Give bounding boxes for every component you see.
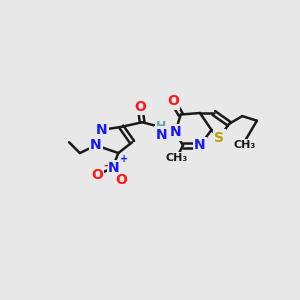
Text: H: H [156, 120, 167, 134]
Text: +: + [120, 154, 128, 164]
Text: O: O [134, 100, 146, 114]
Text: O: O [167, 94, 179, 108]
Text: O: O [91, 168, 103, 182]
Text: -: - [104, 160, 108, 170]
Text: N: N [96, 123, 107, 137]
Text: S: S [214, 130, 224, 145]
Text: N: N [90, 138, 102, 152]
Text: CH₃: CH₃ [233, 140, 256, 150]
Text: N: N [194, 138, 206, 152]
Text: O: O [116, 173, 127, 187]
Text: N: N [156, 128, 167, 142]
Text: N: N [169, 125, 181, 139]
Text: CH₃: CH₃ [166, 153, 188, 163]
Text: N: N [108, 161, 119, 176]
